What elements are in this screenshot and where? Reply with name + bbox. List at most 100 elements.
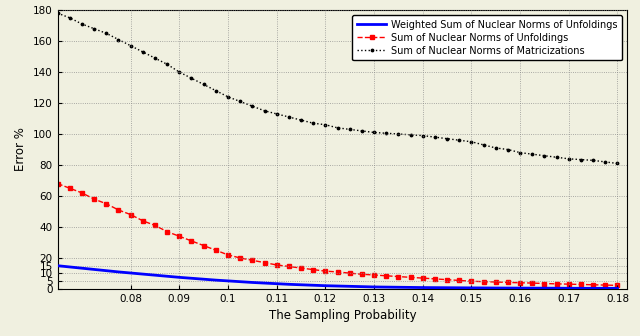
Sum of Nuclear Norms of Matricizations	[78, 22, 86, 26]
Sum of Nuclear Norms of Unfoldings	[175, 234, 183, 238]
Weighted Sum of Nuclear Norms of Unfoldings	[115, 270, 122, 274]
Sum of Nuclear Norms of Unfoldings	[456, 279, 463, 283]
Weighted Sum of Nuclear Norms of Unfoldings	[589, 286, 597, 290]
Sum of Nuclear Norms of Matricizations	[248, 104, 256, 108]
Sum of Nuclear Norms of Unfoldings	[273, 263, 280, 267]
Sum of Nuclear Norms of Unfoldings	[139, 219, 147, 223]
Weighted Sum of Nuclear Norms of Unfoldings	[456, 286, 463, 290]
Sum of Nuclear Norms of Matricizations	[273, 112, 280, 116]
Sum of Nuclear Norms of Matricizations	[285, 115, 292, 119]
Sum of Nuclear Norms of Matricizations	[444, 137, 451, 141]
Weighted Sum of Nuclear Norms of Unfoldings	[66, 265, 74, 269]
Weighted Sum of Nuclear Norms of Unfoldings	[565, 286, 573, 290]
Legend: Weighted Sum of Nuclear Norms of Unfoldings, Sum of Nuclear Norms of Unfoldings,: Weighted Sum of Nuclear Norms of Unfoldi…	[352, 15, 622, 60]
Sum of Nuclear Norms of Unfoldings	[602, 283, 609, 287]
Sum of Nuclear Norms of Unfoldings	[468, 279, 476, 283]
Sum of Nuclear Norms of Matricizations	[163, 62, 171, 66]
Sum of Nuclear Norms of Unfoldings	[394, 275, 402, 279]
Sum of Nuclear Norms of Unfoldings	[589, 283, 597, 287]
Sum of Nuclear Norms of Matricizations	[200, 82, 207, 86]
Weighted Sum of Nuclear Norms of Unfoldings	[358, 285, 365, 289]
Weighted Sum of Nuclear Norms of Unfoldings	[419, 286, 427, 290]
Sum of Nuclear Norms of Matricizations	[602, 160, 609, 164]
Sum of Nuclear Norms of Unfoldings	[163, 229, 171, 234]
Weighted Sum of Nuclear Norms of Unfoldings	[529, 286, 536, 290]
Weighted Sum of Nuclear Norms of Unfoldings	[333, 284, 341, 288]
Sum of Nuclear Norms of Unfoldings	[346, 271, 353, 275]
Weighted Sum of Nuclear Norms of Unfoldings	[188, 276, 195, 280]
Weighted Sum of Nuclear Norms of Unfoldings	[444, 286, 451, 290]
Sum of Nuclear Norms of Unfoldings	[370, 273, 378, 277]
Weighted Sum of Nuclear Norms of Unfoldings	[346, 284, 353, 288]
Sum of Nuclear Norms of Matricizations	[236, 99, 244, 103]
Y-axis label: Error %: Error %	[15, 128, 28, 171]
Sum of Nuclear Norms of Matricizations	[456, 138, 463, 142]
Sum of Nuclear Norms of Unfoldings	[504, 281, 512, 285]
Sum of Nuclear Norms of Unfoldings	[78, 191, 86, 195]
Sum of Nuclear Norms of Matricizations	[589, 158, 597, 162]
Sum of Nuclear Norms of Matricizations	[565, 157, 573, 161]
X-axis label: The Sampling Probability: The Sampling Probability	[269, 309, 416, 322]
Sum of Nuclear Norms of Unfoldings	[285, 264, 292, 268]
Sum of Nuclear Norms of Matricizations	[431, 135, 439, 139]
Sum of Nuclear Norms of Matricizations	[102, 31, 110, 35]
Sum of Nuclear Norms of Matricizations	[541, 154, 548, 158]
Sum of Nuclear Norms of Matricizations	[504, 148, 512, 152]
Sum of Nuclear Norms of Unfoldings	[333, 270, 341, 274]
Sum of Nuclear Norms of Unfoldings	[309, 267, 317, 271]
Sum of Nuclear Norms of Unfoldings	[565, 282, 573, 286]
Weighted Sum of Nuclear Norms of Unfoldings	[541, 286, 548, 290]
Sum of Nuclear Norms of Unfoldings	[516, 281, 524, 285]
Sum of Nuclear Norms of Matricizations	[151, 56, 159, 60]
Sum of Nuclear Norms of Matricizations	[614, 162, 621, 166]
Sum of Nuclear Norms of Unfoldings	[406, 275, 414, 279]
Sum of Nuclear Norms of Unfoldings	[236, 256, 244, 260]
Sum of Nuclear Norms of Unfoldings	[541, 282, 548, 286]
Sum of Nuclear Norms of Unfoldings	[431, 277, 439, 281]
Sum of Nuclear Norms of Matricizations	[529, 152, 536, 156]
Sum of Nuclear Norms of Unfoldings	[480, 280, 488, 284]
Sum of Nuclear Norms of Unfoldings	[102, 202, 110, 206]
Sum of Nuclear Norms of Unfoldings	[321, 269, 329, 273]
Sum of Nuclear Norms of Matricizations	[175, 70, 183, 74]
Sum of Nuclear Norms of Unfoldings	[358, 272, 365, 276]
Weighted Sum of Nuclear Norms of Unfoldings	[468, 286, 476, 290]
Sum of Nuclear Norms of Unfoldings	[127, 213, 134, 217]
Weighted Sum of Nuclear Norms of Unfoldings	[54, 264, 61, 268]
Sum of Nuclear Norms of Unfoldings	[151, 223, 159, 227]
Sum of Nuclear Norms of Matricizations	[480, 143, 488, 147]
Weighted Sum of Nuclear Norms of Unfoldings	[175, 275, 183, 279]
Sum of Nuclear Norms of Matricizations	[382, 131, 390, 135]
Sum of Nuclear Norms of Matricizations	[333, 126, 341, 130]
Sum of Nuclear Norms of Matricizations	[66, 16, 74, 20]
Sum of Nuclear Norms of Unfoldings	[614, 283, 621, 287]
Sum of Nuclear Norms of Matricizations	[358, 129, 365, 133]
Weighted Sum of Nuclear Norms of Unfoldings	[431, 286, 439, 290]
Sum of Nuclear Norms of Matricizations	[321, 123, 329, 127]
Weighted Sum of Nuclear Norms of Unfoldings	[236, 280, 244, 284]
Weighted Sum of Nuclear Norms of Unfoldings	[297, 283, 305, 287]
Weighted Sum of Nuclear Norms of Unfoldings	[614, 286, 621, 290]
Sum of Nuclear Norms of Matricizations	[188, 76, 195, 80]
Sum of Nuclear Norms of Matricizations	[468, 140, 476, 144]
Weighted Sum of Nuclear Norms of Unfoldings	[577, 286, 585, 290]
Sum of Nuclear Norms of Matricizations	[553, 155, 561, 159]
Sum of Nuclear Norms of Matricizations	[370, 130, 378, 134]
Sum of Nuclear Norms of Matricizations	[394, 132, 402, 136]
Weighted Sum of Nuclear Norms of Unfoldings	[102, 269, 110, 273]
Sum of Nuclear Norms of Unfoldings	[529, 281, 536, 285]
Line: Sum of Nuclear Norms of Matricizations: Sum of Nuclear Norms of Matricizations	[55, 11, 620, 166]
Sum of Nuclear Norms of Matricizations	[309, 121, 317, 125]
Weighted Sum of Nuclear Norms of Unfoldings	[309, 283, 317, 287]
Sum of Nuclear Norms of Unfoldings	[200, 244, 207, 248]
Sum of Nuclear Norms of Unfoldings	[577, 283, 585, 287]
Sum of Nuclear Norms of Matricizations	[224, 95, 232, 99]
Weighted Sum of Nuclear Norms of Unfoldings	[516, 286, 524, 290]
Weighted Sum of Nuclear Norms of Unfoldings	[78, 266, 86, 270]
Line: Sum of Nuclear Norms of Unfoldings: Sum of Nuclear Norms of Unfoldings	[55, 181, 620, 288]
Sum of Nuclear Norms of Unfoldings	[224, 253, 232, 257]
Sum of Nuclear Norms of Matricizations	[260, 109, 268, 113]
Sum of Nuclear Norms of Unfoldings	[297, 266, 305, 270]
Sum of Nuclear Norms of Unfoldings	[66, 186, 74, 190]
Weighted Sum of Nuclear Norms of Unfoldings	[90, 267, 98, 271]
